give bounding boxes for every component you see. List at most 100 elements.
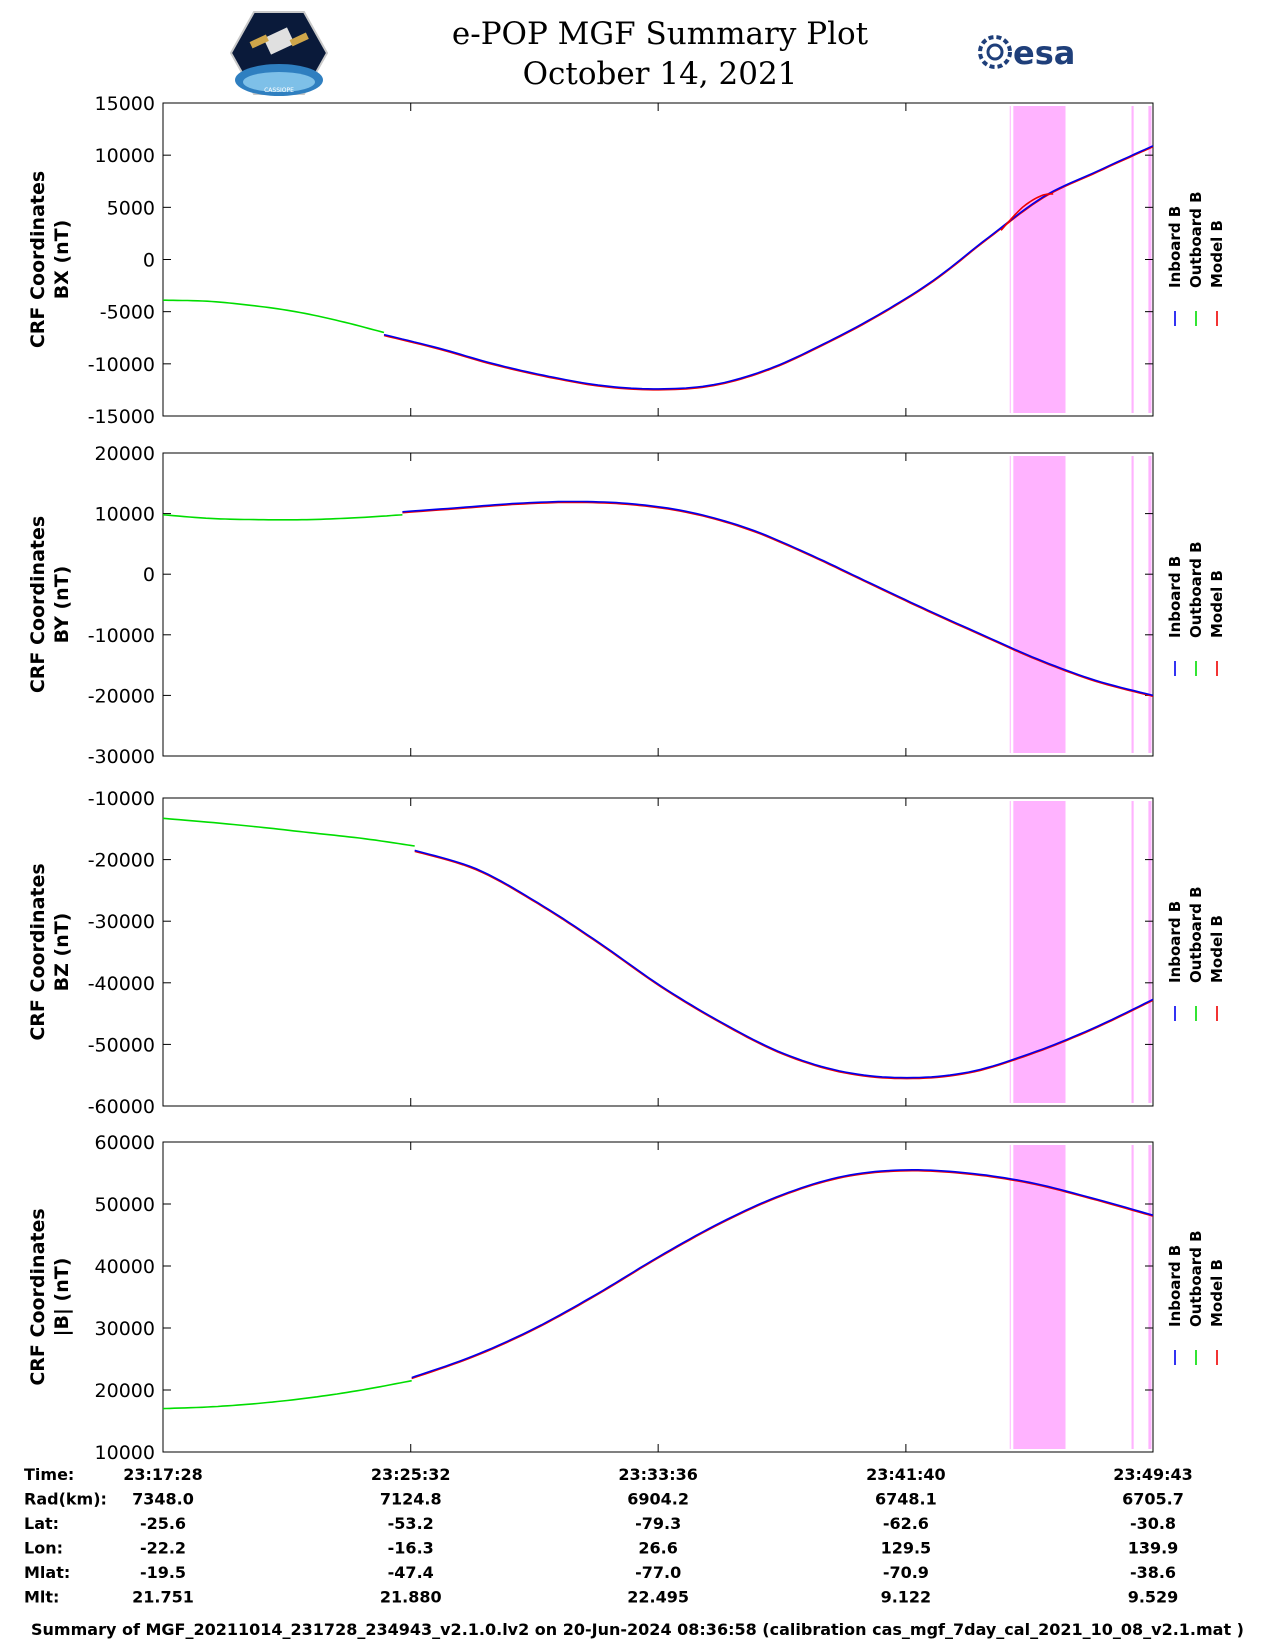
legend-label: Outboard B	[1187, 886, 1205, 983]
shaded-interval	[1148, 1145, 1152, 1449]
table-row-label: Lat:	[24, 1514, 59, 1533]
table-row-label: Lon:	[24, 1539, 63, 1558]
y-axis-label-line2: |B| (nT)	[51, 1258, 73, 1337]
table-row-label: Mlat:	[24, 1563, 70, 1582]
y-axis-label-line2: BY (nT)	[51, 566, 73, 644]
y-axis-label: CRF Coordinates BY (nT)	[27, 516, 73, 693]
table-cell: 23:25:32	[371, 1465, 451, 1484]
y-tick-label: -10000	[88, 788, 155, 810]
table-cell: 22.495	[627, 1588, 689, 1607]
y-tick-label: 10000	[95, 1442, 155, 1464]
panel-frame	[162, 102, 1154, 417]
table-cell: 23:49:43	[1113, 1465, 1193, 1484]
esa-logo-text: esa	[1013, 34, 1075, 72]
table-cell: 21.880	[380, 1588, 442, 1607]
table-cell: 7124.8	[380, 1490, 442, 1509]
table-cell: 21.751	[132, 1588, 194, 1607]
y-tick-label: -10000	[88, 354, 155, 376]
panel-2: 20000 10000 0 -10000 -20000 -30000 CRF Coordin…	[27, 443, 1226, 768]
shaded-interval	[1148, 456, 1152, 753]
y-tick-label: 15000	[95, 93, 155, 115]
orbit-info-table: Time: Rad(km): Lat: Lon: Mlat: Mlt: 23:17:28 73…	[24, 1465, 1193, 1607]
legend-label: Inboard B	[1166, 1245, 1184, 1327]
series-outboard	[162, 1379, 412, 1410]
series-inboard	[402, 500, 1154, 697]
y-axis-label-line1: CRF Coordinates	[27, 863, 49, 1040]
table-cell: -38.6	[1130, 1563, 1176, 1582]
legend-label: Inboard B	[1166, 556, 1184, 638]
table-cell: -30.8	[1130, 1514, 1176, 1533]
table-cell: -19.5	[140, 1563, 186, 1582]
panel-1: 15000 10000 5000 0 -5000 -10000 -15000 CRF Coor…	[27, 93, 1226, 428]
y-axis-label: CRF Coordinates |B| (nT)	[27, 1208, 73, 1385]
legend-label: Model B	[1208, 915, 1226, 983]
series-outboard	[162, 817, 415, 847]
y-axis-label: CRF Coordinates BX (nT)	[27, 171, 73, 348]
legend-label: Outboard B	[1187, 1230, 1205, 1327]
legend-label: Inboard B	[1166, 206, 1184, 288]
y-tick-label: 5000	[107, 197, 155, 219]
table-cell: -47.4	[388, 1563, 434, 1582]
legend-label: Model B	[1208, 220, 1226, 288]
shaded-interval	[1013, 106, 1066, 413]
table-cell: -79.3	[635, 1514, 681, 1533]
table-cell: 6904.2	[627, 1490, 689, 1509]
legend: Inboard B Outboard B Model B	[1166, 1230, 1226, 1365]
y-tick-label: -5000	[100, 302, 155, 324]
series-model	[411, 1170, 1154, 1380]
y-tick-label: 20000	[95, 443, 155, 465]
legend-label: Outboard B	[1187, 541, 1205, 638]
table-cell: -22.2	[140, 1539, 186, 1558]
panel-4: 60000 50000 40000 30000 20000 10000 CRF Coordi…	[27, 1132, 1226, 1464]
shaded-interval	[1131, 456, 1134, 753]
shaded-interval	[1013, 456, 1066, 753]
y-tick-label: 0	[143, 564, 155, 586]
y-tick-label: 0	[143, 250, 155, 272]
y-tick-label: -40000	[88, 973, 155, 995]
cassiope-logo-text: CASSIOPE	[264, 87, 294, 94]
table-cell: -77.0	[635, 1563, 681, 1582]
table-cell: 23:41:40	[866, 1465, 946, 1484]
legend: Inboard B Outboard B Model B	[1166, 191, 1226, 326]
table-cell: -70.9	[883, 1563, 929, 1582]
plot-subtitle-date: October 14, 2021	[522, 56, 798, 92]
table-row-label: Rad(km):	[24, 1490, 107, 1509]
y-axis-label-line2: BZ (nT)	[51, 913, 73, 992]
table-cell: 129.5	[881, 1539, 932, 1558]
table-cell: 23:33:36	[618, 1465, 698, 1484]
y-axis-label: CRF Coordinates BZ (nT)	[27, 863, 73, 1040]
y-axis-label-line2: BX (nT)	[51, 220, 73, 300]
series-inboard	[411, 1169, 1154, 1379]
footer-summary-note: Summary of MGF_20211014_231728_234943_v2…	[31, 1620, 1244, 1639]
shaded-interval	[1131, 801, 1134, 1103]
y-axis-label-line1: CRF Coordinates	[27, 171, 49, 348]
legend-label: Model B	[1208, 570, 1226, 638]
table-cell: 6748.1	[875, 1490, 937, 1509]
y-tick-label: -30000	[88, 746, 155, 768]
legend-label: Inboard B	[1166, 901, 1184, 983]
series-outboard	[163, 299, 385, 334]
panel-frame	[162, 797, 1154, 1107]
y-tick-label: 50000	[95, 1194, 155, 1216]
shaded-interval	[1013, 801, 1066, 1103]
y-tick-label: 10000	[95, 504, 155, 526]
table-row-label: Time:	[24, 1465, 74, 1484]
y-tick-label: -20000	[88, 685, 155, 707]
y-tick-label: -60000	[88, 1096, 155, 1118]
y-tick-label: -50000	[88, 1034, 155, 1056]
panel-3: -10000 -20000 -30000 -40000 -50000 -60000 CRF …	[27, 788, 1226, 1118]
y-tick-label: 40000	[95, 1256, 155, 1278]
series-inboard	[414, 849, 1154, 1079]
y-tick-label: -30000	[88, 911, 155, 933]
cassiope-mission-logo: CASSIOPE	[230, 11, 328, 96]
shaded-interval	[1148, 801, 1152, 1103]
plot-title-line1: e-POP MGF Summary Plot	[451, 16, 869, 52]
y-tick-label: -10000	[88, 625, 155, 647]
series-outboard	[162, 514, 403, 521]
legend: Inboard B Outboard B Model B	[1166, 886, 1226, 1021]
series-model	[383, 146, 1154, 391]
shaded-interval	[1131, 106, 1134, 413]
y-tick-label: 10000	[95, 145, 155, 167]
table-cell: -16.3	[388, 1539, 434, 1558]
